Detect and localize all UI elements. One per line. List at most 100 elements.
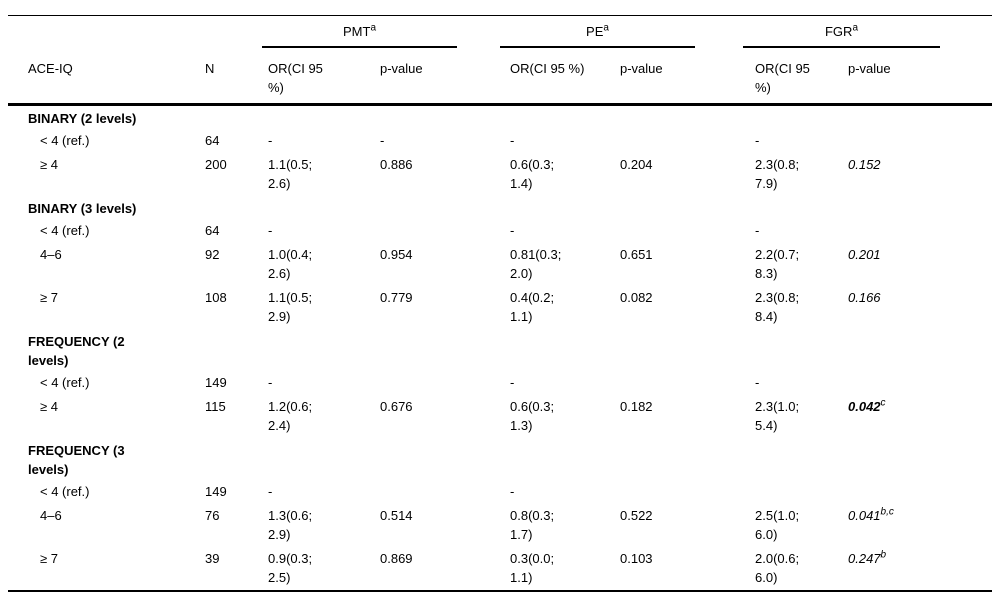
row-label: ≥ 4 (40, 399, 58, 414)
pmt-or-value: 1.0(0.4; 2.6) (268, 247, 313, 281)
fgr-p-value: 0.042c (848, 397, 886, 414)
group-header-row: PMTa PEa FGRa (8, 16, 992, 48)
pe-p-value: 0.522 (620, 508, 653, 523)
pmt-p-value: 0.954 (380, 247, 413, 262)
n-value: 149 (205, 375, 227, 390)
section-title: BINARY (3 levels) (28, 201, 137, 216)
pe-or-value: 0.6(0.3; 1.3) (510, 399, 555, 433)
pmt-or-value: 1.3(0.6; 2.9) (268, 508, 313, 542)
group-label-pe: PE (586, 24, 604, 39)
row-label: < 4 (ref.) (40, 484, 90, 499)
pe-p-value (620, 129, 755, 153)
pmt-or-value: 1.2(0.6; 2.4) (268, 399, 313, 433)
fgr-p-value: 0.152 (848, 157, 881, 172)
pmt-or-value: 1.1(0.5; 2.6) (268, 157, 313, 191)
table-row: 4–6 92 1.0(0.4; 2.6) 0.954 0.81(0.3; 2.0… (8, 243, 992, 286)
group-header-fgr: FGRa (743, 16, 992, 48)
table-row: ≥ 7 108 1.1(0.5; 2.9) 0.779 0.4(0.2; 1.1… (8, 286, 992, 329)
n-value: 64 (205, 223, 220, 238)
fgr-p-value: 0.041b,c (848, 506, 894, 523)
section-row-frequency-2: FREQUENCY (2 levels) (8, 329, 992, 371)
column-header-pe-p: p-value (620, 48, 755, 106)
pe-p-value: 0.651 (620, 247, 653, 262)
column-header-n: N (205, 48, 268, 106)
row-label: 4–6 (40, 508, 62, 523)
pmt-p-value: 0.869 (380, 551, 413, 566)
section-title: FREQUENCY (2 levels) (28, 334, 125, 368)
fgr-or-value: 2.0(0.6; 6.0) (755, 551, 800, 585)
pe-p-value (620, 371, 755, 395)
pmt-or-value: 1.1(0.5; 2.9) (268, 290, 313, 324)
pe-or-value: 0.6(0.3; 1.4) (510, 157, 555, 191)
group-header-pmt: PMTa (262, 16, 510, 48)
results-table: PMTa PEa FGRa ACE-IQ N OR(CI 95 %) p-val… (8, 15, 992, 592)
pe-p-value: 0.082 (620, 290, 653, 305)
pe-or-value: 0.81(0.3; 2.0) (510, 247, 562, 281)
section-row-frequency-3: FREQUENCY (3 levels) (8, 438, 992, 480)
table-row: ≥ 4 115 1.2(0.6; 2.4) 0.676 0.6(0.3; 1.3… (8, 395, 992, 438)
table-row: ≥ 4 200 1.1(0.5; 2.6) 0.886 0.6(0.3; 1.4… (8, 153, 992, 196)
footnote-marker: c (880, 397, 886, 409)
fgr-or-value (755, 480, 848, 504)
fgr-or-value: - (755, 375, 760, 390)
fgr-p-value (848, 129, 992, 153)
pe-p-value: 0.182 (620, 399, 653, 414)
pe-or-value: - (510, 223, 515, 238)
table-row: 4–6 76 1.3(0.6; 2.9) 0.514 0.8(0.3; 1.7)… (8, 504, 992, 547)
pe-p-value: 0.204 (620, 157, 653, 172)
row-label: 4–6 (40, 247, 62, 262)
column-header-fgr-p: p-value (848, 48, 992, 106)
pmt-or-value: 0.9(0.3; 2.5) (268, 551, 313, 585)
group-footnote-a: a (603, 22, 609, 34)
footnote-marker: b (880, 549, 887, 561)
pmt-p-value: 0.676 (380, 399, 413, 414)
fgr-p-value (848, 480, 992, 504)
pe-or-value: - (510, 375, 515, 390)
section-title: BINARY (2 levels) (28, 111, 137, 126)
pmt-p-value: - (380, 133, 385, 148)
fgr-p-value: 0.247b (848, 549, 887, 566)
pe-or-value: 0.8(0.3; 1.7) (510, 508, 555, 542)
table-row: < 4 (ref.) 64 - - - - (8, 129, 992, 153)
column-header-pmt-p: p-value (380, 48, 510, 106)
pmt-p-value: 0.779 (380, 290, 413, 305)
row-label: ≥ 4 (40, 157, 58, 172)
section-title: FREQUENCY (3 levels) (28, 443, 125, 477)
group-footnote-a: a (370, 22, 376, 34)
n-value: 149 (205, 484, 227, 499)
column-header-fgr-or: OR(CI 95 %) (755, 48, 848, 106)
group-label-fgr: FGR (824, 24, 853, 39)
fgr-or-value: 2.2(0.7; 8.3) (755, 247, 800, 281)
group-label-pmt: PMT (342, 24, 371, 39)
fgr-p-value (848, 219, 992, 243)
fgr-p-value: 0.201 (848, 247, 881, 262)
n-value: 76 (205, 508, 220, 523)
fgr-p-value (848, 371, 992, 395)
column-header-pe-or: OR(CI 95 %) (510, 48, 620, 106)
fgr-or-value: 2.3(0.8; 8.4) (755, 290, 800, 324)
row-label: ≥ 7 (40, 551, 58, 566)
pmt-or-value: - (268, 484, 273, 499)
pmt-or-value: - (268, 375, 273, 390)
section-row-binary-2: BINARY (2 levels) (8, 105, 992, 130)
row-label: < 4 (ref.) (40, 133, 90, 148)
table-row: < 4 (ref.) 64 - - - (8, 219, 992, 243)
fgr-or-value: - (755, 133, 760, 148)
n-value: 39 (205, 551, 220, 566)
fgr-p-value: 0.166 (848, 290, 881, 305)
table-row: < 4 (ref.) 149 - - - (8, 371, 992, 395)
pmt-or-value: - (268, 223, 273, 238)
column-header-row: ACE-IQ N OR(CI 95 %) p-value OR(CI 95 %)… (8, 48, 992, 106)
pe-p-value (620, 480, 755, 504)
footnote-marker: b,c (880, 506, 894, 518)
group-footnote-a: a (852, 22, 858, 34)
fgr-or-value: 2.3(0.8; 7.9) (755, 157, 800, 191)
pmt-p-value (380, 371, 510, 395)
pe-p-value: 0.103 (620, 551, 653, 566)
pe-or-value: 0.3(0.0; 1.1) (510, 551, 555, 585)
section-row-binary-3: BINARY (3 levels) (8, 196, 992, 219)
column-header-pmt-or: OR(CI 95 %) (268, 48, 380, 106)
group-header-pe: PEa (500, 16, 755, 48)
table-row: < 4 (ref.) 149 - - (8, 480, 992, 504)
pmt-p-value (380, 480, 510, 504)
